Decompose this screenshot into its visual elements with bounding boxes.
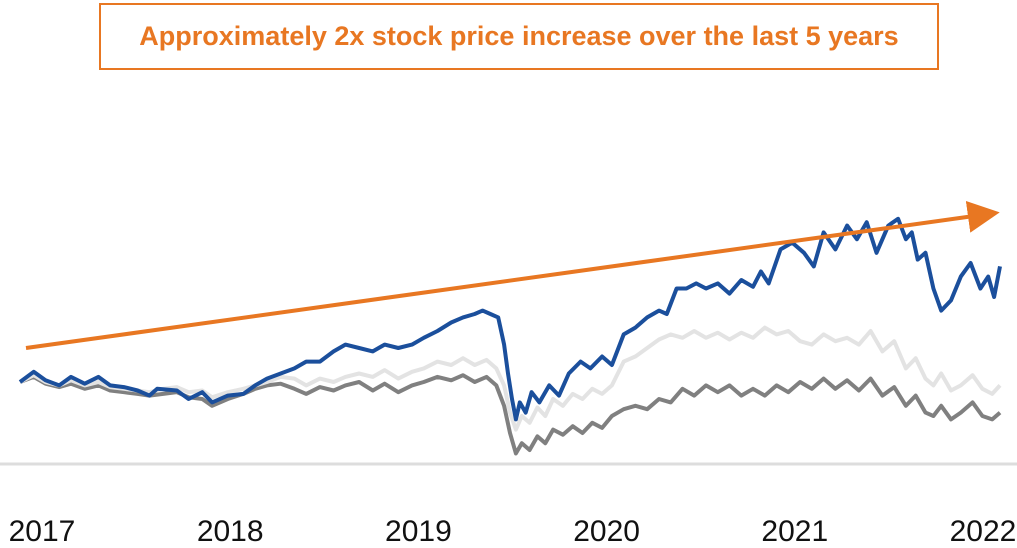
x-tick-label-2019: 2019 xyxy=(385,515,452,548)
trend-arrow xyxy=(25,200,1000,350)
x-tick-labels: 2017 2018 2019 2020 2021 2022 xyxy=(9,515,1017,548)
series-layer xyxy=(18,216,1002,456)
x-tick-label-2022: 2022 xyxy=(950,515,1017,548)
series-line-company xyxy=(18,216,1002,422)
x-tick-label-2018: 2018 xyxy=(197,515,264,548)
x-tick-label-2020: 2020 xyxy=(573,515,640,548)
x-tick-label-2021: 2021 xyxy=(761,515,828,548)
annotation-callout: Approximately 2x stock price increase ov… xyxy=(99,3,939,70)
annotation-text: Approximately 2x stock price increase ov… xyxy=(139,21,899,51)
x-tick-label-2017: 2017 xyxy=(9,515,76,548)
series-line-peer-dark xyxy=(19,373,1002,456)
